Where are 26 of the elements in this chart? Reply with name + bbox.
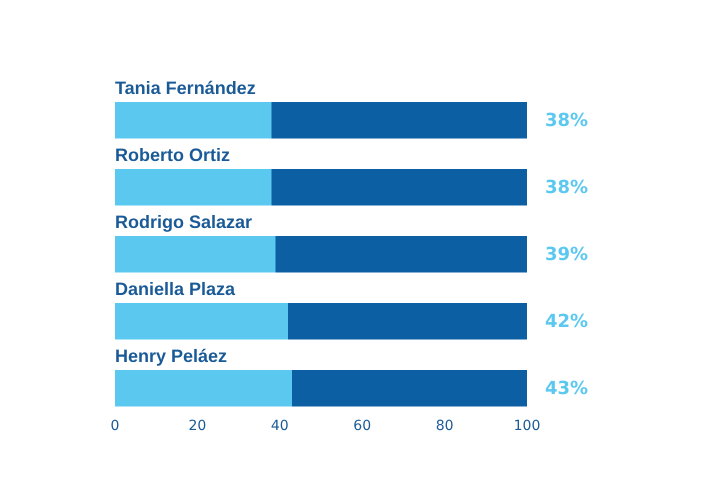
bar	[115, 102, 272, 139]
x-tick-label: 80	[436, 418, 454, 434]
data-label: 38%	[545, 110, 588, 131]
y-tick-label: Tania Fernández	[115, 78, 256, 98]
bar	[115, 236, 276, 273]
data-label: 43%	[545, 378, 588, 399]
bar	[115, 370, 292, 407]
bar	[115, 302, 288, 340]
x-tick-label: 40	[270, 418, 289, 434]
data-label: 38%	[545, 177, 588, 198]
y-tick-label: Rodrigo Salazar	[115, 212, 252, 232]
x-tick-label: 20	[188, 418, 206, 434]
x-tick-label: 100	[514, 418, 540, 434]
y-tick-label: Daniella Plaza	[115, 279, 236, 299]
bar	[272, 168, 527, 206]
x-tick-label: 0	[110, 418, 120, 434]
data-label: 39%	[545, 244, 588, 265]
y-tick-label: Henry Peláez	[115, 346, 228, 366]
data-label: 42%	[545, 311, 588, 332]
x-tick-label: 60	[353, 418, 372, 434]
y-tick-label: Roberto Ortiz	[115, 145, 230, 165]
bar	[288, 302, 527, 340]
bar	[292, 370, 527, 407]
bar	[276, 236, 527, 273]
bar	[272, 102, 527, 139]
bar	[115, 168, 272, 206]
